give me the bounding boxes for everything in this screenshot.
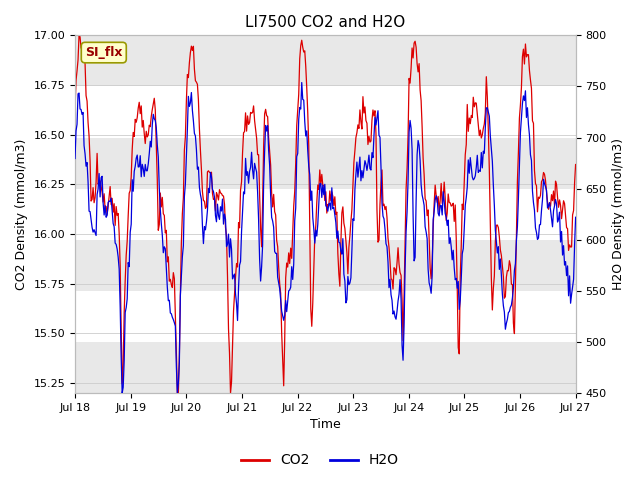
X-axis label: Time: Time bbox=[310, 419, 340, 432]
Y-axis label: CO2 Density (mmol/m3): CO2 Density (mmol/m3) bbox=[15, 139, 28, 290]
Legend: CO2, H2O: CO2, H2O bbox=[236, 448, 404, 473]
Bar bbox=[75, 36, 575, 86]
Bar bbox=[75, 138, 575, 189]
Title: LI7500 CO2 and H2O: LI7500 CO2 and H2O bbox=[245, 15, 405, 30]
Text: SI_flx: SI_flx bbox=[85, 46, 122, 59]
Y-axis label: H2O Density (mmol/m3): H2O Density (mmol/m3) bbox=[612, 138, 625, 290]
Bar bbox=[75, 240, 575, 291]
Bar bbox=[75, 342, 575, 393]
